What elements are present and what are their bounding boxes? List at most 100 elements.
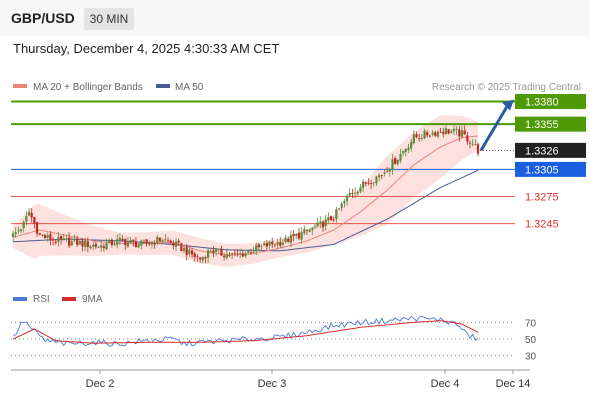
candle-body bbox=[455, 129, 458, 131]
rsi-tick-30: 30 bbox=[525, 352, 537, 363]
candle-body bbox=[265, 242, 268, 247]
candle-body bbox=[458, 129, 461, 137]
projection-arrow-line bbox=[479, 105, 509, 152]
candle-body bbox=[239, 253, 242, 255]
candle-body bbox=[41, 234, 44, 236]
candle-body bbox=[100, 245, 103, 248]
candle-body bbox=[439, 131, 442, 133]
candle-body bbox=[19, 229, 23, 232]
candle-body bbox=[57, 237, 60, 243]
ma50-legend-label: MA 50 bbox=[175, 82, 204, 93]
candle-body bbox=[399, 154, 402, 161]
rsi-tick-70: 70 bbox=[525, 318, 537, 329]
candle-body bbox=[92, 244, 95, 247]
candle-body bbox=[33, 217, 36, 224]
rsi-ma-legend-label: 9MA bbox=[82, 294, 103, 305]
candle-body bbox=[73, 238, 76, 241]
candle-body bbox=[434, 132, 437, 136]
candle-body bbox=[255, 245, 258, 252]
candle-body bbox=[116, 239, 119, 245]
pivot-tag bbox=[515, 161, 586, 177]
x-tick-label-0: Dec 2 bbox=[86, 378, 115, 390]
candle-body bbox=[257, 244, 260, 248]
candle-body bbox=[49, 234, 52, 241]
candle-body bbox=[126, 242, 130, 247]
candle-body bbox=[249, 252, 252, 254]
candle-body bbox=[404, 148, 407, 152]
candle-body bbox=[225, 253, 228, 258]
resistance-label-1: 1.3355 bbox=[525, 119, 559, 131]
candle-body bbox=[324, 219, 327, 226]
rsi-tick-50: 50 bbox=[525, 335, 537, 346]
candle-body bbox=[476, 144, 480, 154]
candle-body bbox=[54, 241, 57, 243]
candle-body bbox=[11, 233, 15, 237]
candle-body bbox=[62, 238, 65, 241]
candle-body bbox=[311, 227, 314, 231]
candle-body bbox=[65, 238, 68, 240]
rsi-legend-swatch bbox=[13, 297, 27, 301]
candle-body bbox=[412, 134, 415, 144]
candle-body bbox=[76, 238, 79, 245]
candle-body bbox=[14, 232, 17, 234]
candle-body bbox=[436, 131, 440, 137]
projection-arrow-head bbox=[502, 99, 514, 111]
candle-body bbox=[372, 182, 375, 184]
candle-body bbox=[423, 130, 426, 139]
candle-body bbox=[426, 132, 429, 136]
candle-body bbox=[89, 246, 92, 249]
candle-body bbox=[121, 239, 124, 241]
candle-body bbox=[460, 130, 464, 137]
candle-body bbox=[30, 213, 33, 218]
bollinger-band bbox=[13, 115, 478, 267]
candle-body bbox=[25, 216, 28, 222]
rsi-ma-line bbox=[12, 320, 479, 344]
candle-body bbox=[252, 251, 255, 253]
candle-body bbox=[158, 237, 162, 242]
candle-body bbox=[78, 240, 81, 245]
candle-body bbox=[313, 226, 317, 228]
candle-body bbox=[217, 248, 220, 250]
x-tick-label-3: Dec 14 bbox=[496, 378, 531, 390]
candle-body bbox=[380, 175, 383, 176]
candle-body bbox=[174, 241, 178, 247]
candle-body bbox=[70, 241, 73, 246]
candle-body bbox=[118, 237, 121, 241]
candle-body bbox=[359, 187, 362, 192]
rsi-line bbox=[12, 315, 479, 347]
candle-body bbox=[206, 250, 210, 258]
timeframe-button[interactable]: 30 MIN bbox=[84, 8, 134, 30]
candle-body bbox=[148, 243, 151, 245]
candle-body bbox=[297, 232, 301, 239]
candle-body bbox=[276, 241, 279, 245]
candle-body bbox=[145, 239, 148, 244]
candle-body bbox=[284, 237, 287, 243]
candle-body bbox=[468, 142, 472, 144]
candle-body bbox=[84, 240, 87, 247]
candle-body bbox=[150, 241, 154, 245]
candle-body bbox=[231, 253, 234, 255]
candle-body bbox=[329, 216, 333, 221]
candle-body bbox=[321, 221, 325, 228]
candle-body bbox=[353, 192, 357, 194]
candle-body bbox=[428, 135, 431, 137]
candle-body bbox=[190, 250, 194, 255]
candle-body bbox=[332, 219, 335, 221]
x-axis: Dec 2 Dec 3 Dec 4 Dec 14 bbox=[86, 370, 531, 390]
support-label-5: 1.3245 bbox=[525, 219, 559, 231]
candle-body bbox=[335, 209, 338, 219]
candle-body bbox=[402, 151, 405, 154]
ma20-legend-swatch bbox=[13, 84, 27, 88]
candle-body bbox=[46, 235, 49, 238]
candle-body bbox=[305, 229, 309, 231]
candle-body bbox=[316, 222, 319, 227]
candle-body bbox=[375, 176, 378, 184]
candle-body bbox=[169, 240, 172, 243]
candle-body bbox=[420, 138, 423, 139]
candle-body bbox=[383, 172, 386, 174]
candle-body bbox=[431, 132, 434, 135]
candle-body bbox=[108, 239, 111, 243]
candle-body bbox=[271, 241, 274, 245]
candle-body bbox=[378, 175, 381, 178]
candle-body bbox=[113, 244, 116, 246]
